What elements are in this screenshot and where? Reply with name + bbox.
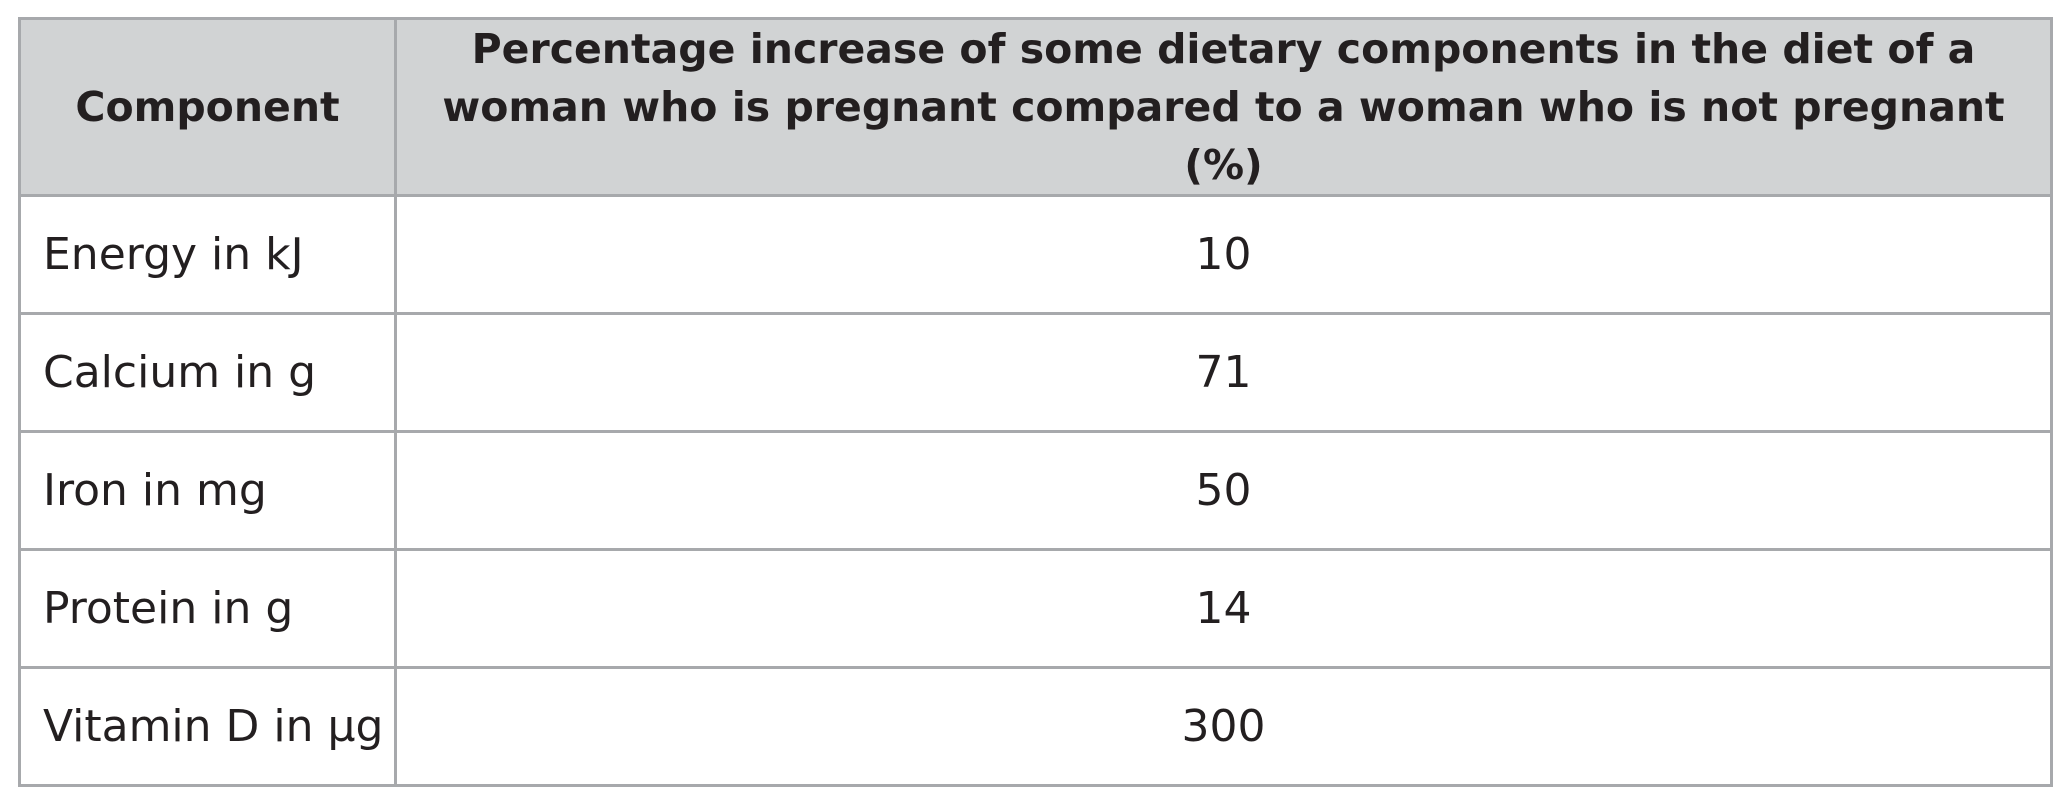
table-body: Energy in kJ 10 Calcium in g 71 Iron in … xyxy=(18,194,2053,787)
header-row: Component Percentage increase of some di… xyxy=(18,17,2053,197)
table-header: Component Percentage increase of some di… xyxy=(18,17,2053,197)
row-value-vitamin-d: 300 xyxy=(394,666,2053,787)
row-value-energy: 10 xyxy=(394,194,2053,315)
header-percentage-increase: Percentage increase of some dietary comp… xyxy=(394,17,2053,197)
row-component-energy: Energy in kJ xyxy=(18,194,397,315)
table-row: Calcium in g 71 xyxy=(18,312,2053,433)
table-row: Iron in mg 50 xyxy=(18,430,2053,551)
dietary-components-table: Component Percentage increase of some di… xyxy=(18,17,2053,787)
row-component-iron: Iron in mg xyxy=(18,430,397,551)
dietary-components-table-container: Component Percentage increase of some di… xyxy=(18,17,2053,787)
row-component-protein: Protein in g xyxy=(18,548,397,669)
row-value-calcium: 71 xyxy=(394,312,2053,433)
row-value-protein: 14 xyxy=(394,548,2053,669)
table-row: Protein in g 14 xyxy=(18,548,2053,669)
row-component-calcium: Calcium in g xyxy=(18,312,397,433)
table-row: Vitamin D in µg 300 xyxy=(18,666,2053,787)
row-value-iron: 50 xyxy=(394,430,2053,551)
row-component-vitamin-d: Vitamin D in µg xyxy=(18,666,397,787)
table-row: Energy in kJ 10 xyxy=(18,194,2053,315)
header-component: Component xyxy=(18,17,397,197)
